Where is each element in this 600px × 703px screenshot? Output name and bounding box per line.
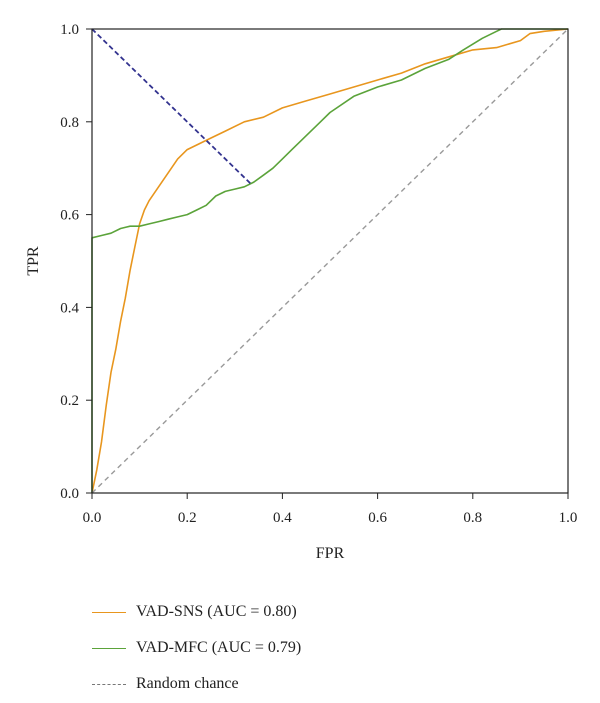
plot-frame xyxy=(91,28,569,494)
y-tick-label-0: 0.0 xyxy=(60,486,79,502)
x-tick-label-5: 1.0 xyxy=(559,510,578,526)
y-tick-label-3: 0.6 xyxy=(60,208,79,224)
legend-label-vad-mfc: VAD-MFC (AUC = 0.79) xyxy=(136,639,302,656)
x-tick-label-2: 0.4 xyxy=(273,510,292,526)
legend-label-random-chance: Random chance xyxy=(136,675,239,692)
x-tick-label-3: 0.6 xyxy=(368,510,387,526)
x-tick-label-0: 0.0 xyxy=(83,510,102,526)
y-tick-label-1: 0.2 xyxy=(60,393,79,409)
x-axis-title: FPR xyxy=(316,545,345,562)
x-tick-label-1: 0.2 xyxy=(178,510,197,526)
series-layer xyxy=(91,28,569,494)
legend: VAD-SNS (AUC = 0.80) VAD-MFC (AUC = 0.79… xyxy=(92,594,301,702)
legend-item-vad-sns: VAD-SNS (AUC = 0.80) xyxy=(92,594,301,630)
annotation-line-0 xyxy=(91,28,252,185)
y-axis-title: TPR xyxy=(25,246,42,276)
y-tick-label-4: 0.8 xyxy=(60,115,79,131)
legend-label-vad-sns: VAD-SNS (AUC = 0.80) xyxy=(136,603,297,620)
axes-layer: 0.0 0.2 0.4 0.6 0.8 1.0 0.0 0.2 0.4 0.6 0.8 1.0 xyxy=(60,22,577,526)
legend-item-random-chance: Random chance xyxy=(92,666,301,702)
series-line-vad-mfc xyxy=(91,28,568,493)
y-tick-label-2: 0.4 xyxy=(60,300,79,316)
legend-swatch-random-chance xyxy=(92,683,126,685)
legend-item-vad-mfc: VAD-MFC (AUC = 0.79) xyxy=(92,630,301,666)
y-tick-label-5: 1.0 xyxy=(60,22,79,38)
annotation-layer xyxy=(91,28,252,185)
series-line-vad-sns xyxy=(91,28,569,494)
x-tick-label-4: 0.8 xyxy=(463,510,482,526)
roc-chart: 0.0 0.2 0.4 0.6 0.8 1.0 0.0 0.2 0.4 0.6 0.8 1.0 FPR… xyxy=(25,22,577,562)
series-line-random-chance xyxy=(91,28,569,494)
legend-swatch-vad-mfc xyxy=(92,647,126,649)
legend-swatch-vad-sns xyxy=(92,611,126,613)
